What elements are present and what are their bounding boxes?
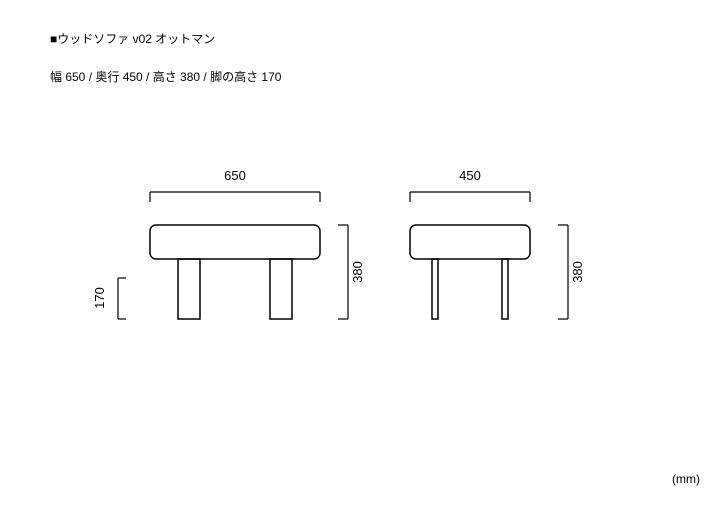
front-leg-left <box>178 259 200 319</box>
front-width-label: 650 <box>224 168 246 183</box>
front-width-dim <box>150 192 320 202</box>
side-view: 450 380 <box>410 168 585 319</box>
side-depth-dim <box>410 192 530 202</box>
side-depth-label: 450 <box>459 168 481 183</box>
side-seat <box>410 225 530 259</box>
side-leg-left <box>432 259 438 319</box>
front-height-label: 380 <box>350 261 365 283</box>
technical-drawing: 650 380 170 450 <box>0 0 720 514</box>
side-height-dim <box>558 225 568 319</box>
front-leg-height-label: 170 <box>92 287 107 309</box>
front-height-dim <box>338 225 348 319</box>
front-seat <box>150 225 320 259</box>
front-view: 650 380 170 <box>92 168 365 319</box>
front-leg-height-dim <box>118 278 126 319</box>
front-leg-right <box>270 259 292 319</box>
side-height-label: 380 <box>570 261 585 283</box>
side-leg-right <box>502 259 508 319</box>
